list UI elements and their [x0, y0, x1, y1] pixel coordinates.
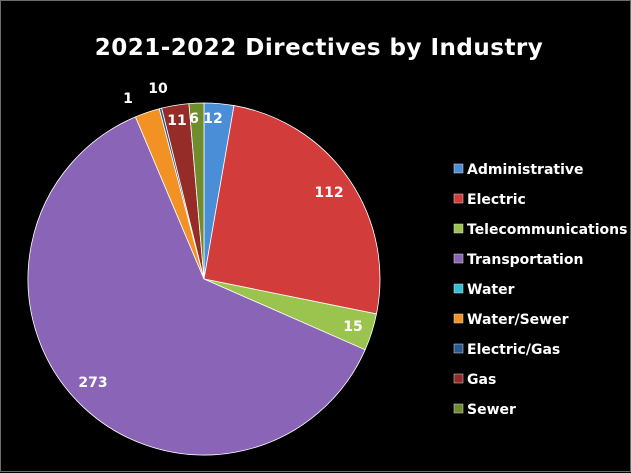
legend-label: Water: [467, 282, 515, 298]
legend-swatch: [453, 253, 464, 264]
legend-label: Electric: [467, 192, 526, 208]
data-label-water-sewer: 10: [148, 81, 168, 97]
legend-item-water: Water: [453, 282, 515, 298]
legend-swatch: [453, 163, 464, 174]
data-label-telecommunications: 15: [343, 319, 362, 335]
data-label-transportation: 273: [78, 375, 107, 391]
slice-transportation: [27, 116, 366, 456]
pie-slices: [27, 102, 381, 456]
slice-sewer: [188, 102, 205, 280]
legend-label: Water/Sewer: [467, 312, 569, 328]
legend-item-administrative: Administrative: [453, 162, 584, 178]
data-label-sewer: 6: [189, 111, 199, 127]
legend-item-electric-gas: Electric/Gas: [453, 342, 560, 358]
data-label-electric-gas: 1: [123, 91, 133, 107]
legend-swatch: [453, 223, 464, 234]
legend-item-electric: Electric: [453, 192, 526, 208]
legend-item-telecommunications: Telecommunications: [453, 222, 627, 238]
legend-label: Administrative: [467, 162, 584, 178]
legend-swatch: [453, 313, 464, 324]
legend-label: Sewer: [467, 402, 516, 418]
legend-label: Telecommunications: [467, 222, 627, 238]
legend-swatch: [453, 283, 464, 294]
legend-label: Electric/Gas: [467, 342, 560, 358]
legend-swatch: [453, 343, 464, 354]
legend-swatch: [453, 403, 464, 414]
legend-item-gas: Gas: [453, 372, 496, 388]
slice-electric: [203, 105, 381, 315]
legend-item-sewer: Sewer: [453, 402, 516, 418]
data-label-administrative: 12: [203, 111, 222, 127]
legend: Administrative Electric Telecommunications…: [453, 162, 627, 418]
legend-item-transportation: Transportation: [453, 252, 583, 268]
data-label-gas: 11: [167, 113, 186, 129]
legend-label: Transportation: [467, 252, 583, 268]
legend-swatch: [453, 193, 464, 204]
legend-swatch: [453, 373, 464, 384]
legend-item-water-sewer: Water/Sewer: [453, 312, 569, 328]
data-label-electric: 112: [314, 185, 343, 201]
chart-title: 2021-2022 Directives by Industry: [95, 35, 544, 61]
legend-label: Gas: [467, 372, 496, 388]
